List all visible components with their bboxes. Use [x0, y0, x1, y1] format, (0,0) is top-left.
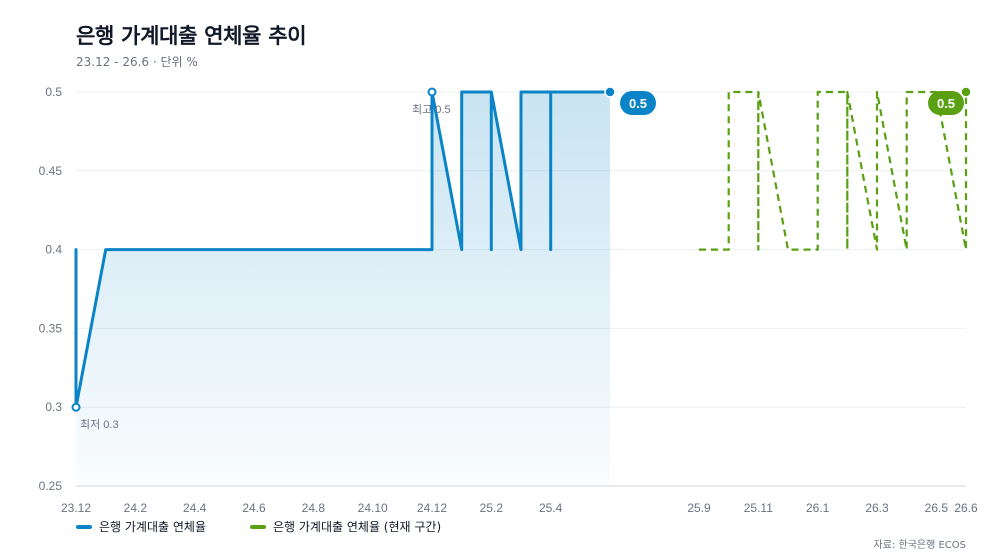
max-point [427, 87, 437, 97]
series-end-point-0 [604, 86, 616, 98]
legend-swatch-actual [76, 524, 92, 529]
series-line-1 [699, 90, 968, 251]
legend-label-current: 은행 가계대출 연체율 (현재 구간) [273, 520, 442, 534]
series-end-point-1 [960, 86, 972, 98]
legend: 은행 가계대출 연체율 은행 가계대출 연체율 (현재 구간) [76, 518, 441, 535]
value-badge-current: 0.5 [928, 91, 964, 115]
series-area-0 [76, 92, 610, 486]
x-tick-label: 24.8 [302, 501, 326, 515]
max-label: 최고 0.5 [412, 103, 451, 116]
y-tick-label: 0.35 [39, 321, 63, 335]
legend-item-actual[interactable]: 은행 가계대출 연체율 [76, 518, 206, 535]
x-tick-label: 24.12 [417, 501, 447, 515]
x-tick-label: 26.5 [925, 501, 949, 515]
y-tick-label: 0.4 [45, 243, 62, 257]
x-tick-label: 24.4 [183, 501, 207, 515]
legend-item-current[interactable]: 은행 가계대출 연체율 (현재 구간) [250, 518, 441, 535]
x-tick-label: 26.3 [865, 501, 889, 515]
value-badge-actual-text: 0.5 [629, 96, 647, 111]
chart-subtitle: 23.12 - 26.6 · 단위 % [76, 55, 198, 69]
marker-layer: 0.5 0.5 [71, 86, 972, 412]
x-tick-label: 25.4 [539, 501, 563, 515]
series-line-0 [74, 90, 612, 409]
y-tick-label: 0.45 [39, 164, 63, 178]
legend-swatch-current [250, 524, 266, 529]
min-point [71, 402, 81, 412]
value-badge-current-bg [928, 91, 964, 115]
y-tick-label: 0.5 [45, 85, 62, 99]
x-tick-label: 26.6 [954, 501, 978, 515]
source-note: 자료: 한국은행 ECOS [873, 540, 966, 551]
x-tick-label: 25.11 [744, 501, 773, 515]
legend-label-actual: 은행 가계대출 연체율 [99, 520, 206, 534]
y-tick-label: 0.3 [45, 400, 62, 414]
min-label: 최저 0.3 [80, 418, 119, 431]
x-tick-label: 25.2 [480, 501, 504, 515]
area-layer [76, 92, 610, 486]
line-layer [74, 90, 968, 409]
axis-labels: 0.25 0.3 0.35 0.4 0.45 0.5 23.12 24.2 24.4 24.6 24… [39, 85, 978, 515]
value-badge-actual: 0.5 [620, 91, 656, 115]
x-tick-label: 23.12 [61, 501, 91, 515]
value-badge-current-text: 0.5 [937, 96, 955, 111]
x-tick-label: 24.6 [242, 501, 266, 515]
value-badge-actual-bg [620, 91, 656, 115]
x-tick-label: 24.2 [124, 501, 148, 515]
chart-title: 은행 가계대출 연체율 추이 [76, 24, 307, 48]
x-tick-label: 25.9 [687, 501, 711, 515]
x-tick-label: 26.1 [806, 501, 830, 515]
y-tick-label: 0.25 [39, 479, 63, 493]
x-tick-label: 24.10 [358, 501, 388, 515]
